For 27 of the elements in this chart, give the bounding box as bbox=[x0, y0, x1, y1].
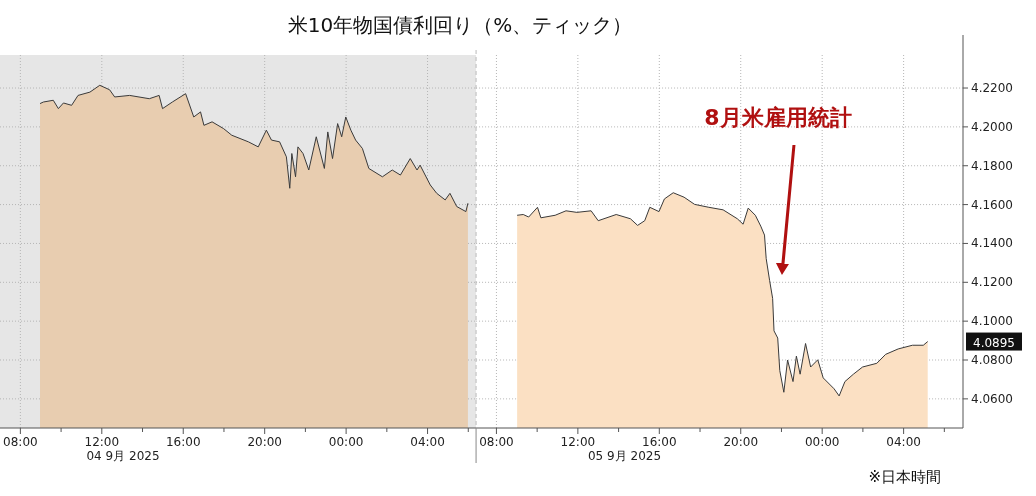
x-axis-title: 04 9月 2025 bbox=[86, 449, 160, 463]
x-tick-label: 16:00 bbox=[165, 435, 201, 449]
x-tick-label: 20:00 bbox=[723, 435, 759, 449]
y-tick-label: 4.1000 bbox=[971, 314, 1013, 329]
x-tick-label: 12:00 bbox=[84, 435, 120, 449]
y-tick-label: 4.2200 bbox=[971, 81, 1013, 96]
annotation: 8月米雇用統計 bbox=[704, 105, 852, 130]
x-tick-label: 16:00 bbox=[642, 435, 677, 449]
x-tick-label: 04:00 bbox=[410, 435, 445, 449]
text: 4.0895 bbox=[973, 335, 1015, 350]
x-tick-label: 20:00 bbox=[247, 435, 282, 449]
x-axis-title: 05 9月 2025 bbox=[588, 449, 662, 463]
x-tick-label: 00:00 bbox=[328, 435, 364, 449]
x-tick-label: 00:00 bbox=[804, 435, 840, 449]
y-tick-label: 4.0800 bbox=[971, 353, 1013, 368]
text: ※日本時間 bbox=[868, 468, 941, 486]
y-tick-label: 4.2000 bbox=[971, 119, 1013, 134]
y-tick-label: 4.0600 bbox=[971, 391, 1013, 406]
y-tick-label: 4.1200 bbox=[971, 275, 1013, 290]
x-tick-label: 12:00 bbox=[560, 435, 596, 449]
y-tick-label: 4.1800 bbox=[971, 158, 1013, 173]
y-tick-label: 4.1400 bbox=[971, 236, 1013, 251]
y-tick-label: 4.1600 bbox=[971, 197, 1013, 212]
x-tick-label: 08:00 bbox=[3, 435, 38, 449]
chart-title: 米10年物国債利回り（%、ティック） bbox=[287, 13, 633, 37]
x-tick-label: 04:00 bbox=[886, 435, 921, 449]
x-tick-label: 08:00 bbox=[479, 435, 514, 449]
